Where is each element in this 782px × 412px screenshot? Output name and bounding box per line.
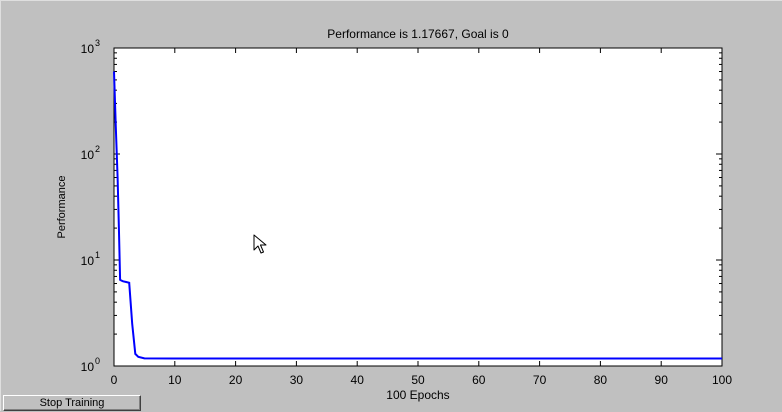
x-tick-label: 80 (594, 373, 608, 387)
x-tick-label: 60 (472, 373, 486, 387)
x-tick-label: 100 (712, 373, 732, 387)
x-tick-label: 0 (111, 373, 118, 387)
y-tick-label-exponent: 1 (95, 250, 100, 260)
series-layer (113, 71, 722, 360)
y-tick-label-exponent: 2 (95, 144, 100, 154)
y-tick-label: 10 (81, 360, 95, 374)
x-tick-label: 50 (411, 373, 425, 387)
chart-title: Performance is 1.17667, Goal is 0 (327, 27, 509, 41)
x-tick-label: 30 (290, 373, 304, 387)
x-tick-label: 40 (351, 373, 365, 387)
plot-area (113, 47, 723, 367)
x-tick-label: 10 (168, 373, 182, 387)
y-tick-label: 10 (81, 42, 95, 56)
x-tick-label: 70 (533, 373, 547, 387)
y-tick-label: 10 (81, 254, 95, 268)
mouse-pointer-icon (253, 234, 267, 254)
y-axis-label: Performance (56, 176, 68, 239)
y-tick-label-exponent: 0 (95, 356, 100, 366)
y-tick-label-exponent: 3 (95, 38, 100, 48)
stop-training-button[interactable]: Stop Training (3, 395, 141, 411)
x-axis-label: 100 Epochs (386, 388, 449, 402)
x-tick-label: 20 (229, 373, 243, 387)
performance-line (113, 71, 722, 360)
x-tick-label: 90 (655, 373, 669, 387)
y-tick-label: 10 (81, 148, 95, 162)
